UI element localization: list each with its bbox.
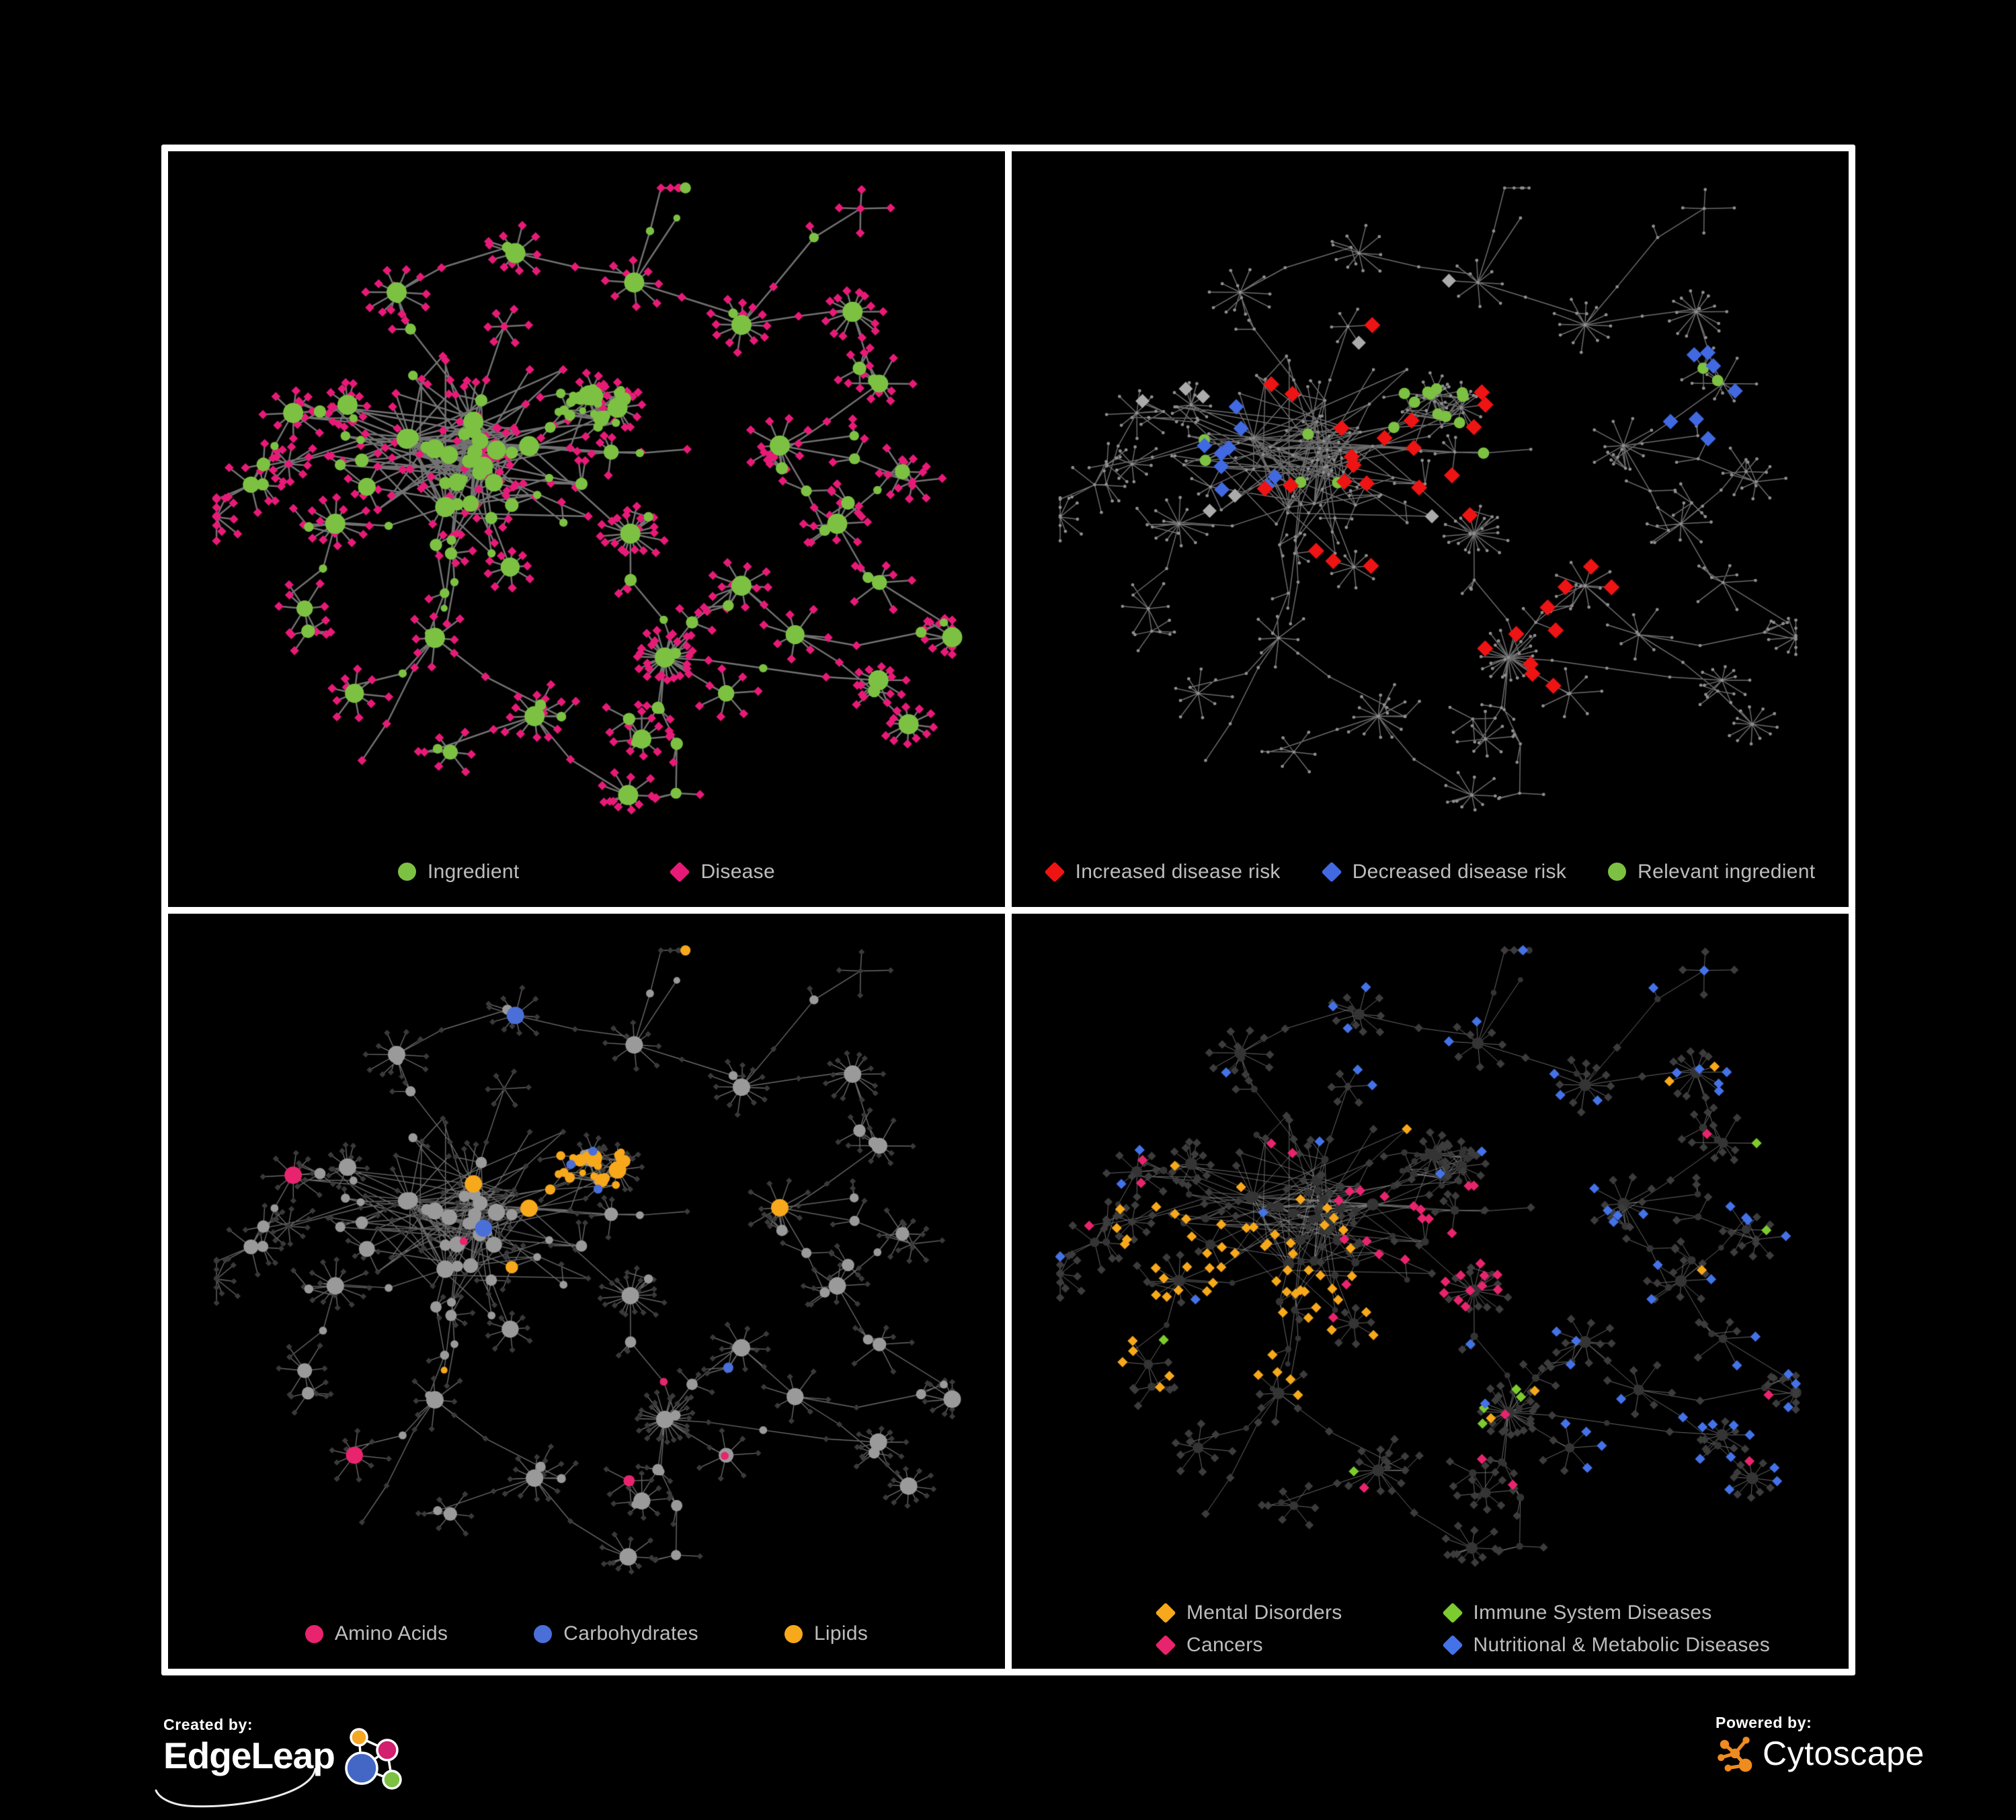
- legend-label-carbohydrates: Carbohydrates: [563, 1622, 698, 1645]
- legend-label-mental-disorders: Mental Disorders: [1186, 1601, 1342, 1624]
- legend-label-increased-risk: Increased disease risk: [1075, 860, 1281, 883]
- legend-item-carbohydrates: Carbohydrates: [534, 1622, 698, 1645]
- panel-disease-risk: Increased disease risk Decreased disease…: [1012, 151, 1849, 907]
- legend-label-disease: Disease: [700, 860, 775, 883]
- network-canvas-disease-classes: [1012, 913, 1849, 1589]
- legend-item-nutritional-metabolic: Nutritional & Metabolic Diseases: [1441, 1634, 1770, 1657]
- cancers-diamond-icon: [1155, 1634, 1176, 1656]
- nutritional-metabolic-diamond-icon: [1441, 1634, 1463, 1656]
- powered-by-label: Powered by:: [1716, 1714, 1812, 1731]
- figure-frame: Ingredient Disease Increased disease ris…: [161, 145, 1855, 1675]
- legend-label-decreased-risk: Decreased disease risk: [1352, 860, 1567, 883]
- disease-diamond-icon: [669, 861, 691, 883]
- legend-label-immune-diseases: Immune System Diseases: [1473, 1601, 1712, 1624]
- decreased-risk-diamond-icon: [1321, 861, 1342, 883]
- legend-label-relevant-ingredient: Relevant ingredient: [1638, 860, 1816, 883]
- ingredient-circle-icon: [398, 863, 417, 881]
- legend-label-lipids: Lipids: [813, 1622, 869, 1645]
- panel-ingredient-disease: Ingredient Disease: [168, 151, 1005, 907]
- mental-disorders-diamond-icon: [1155, 1602, 1176, 1624]
- cytoscape-wordmark: Cytoscape: [1763, 1735, 1925, 1772]
- legend-item-relevant-ingredient: Relevant ingredient: [1608, 861, 1815, 883]
- legend-label-nutritional-metabolic: Nutritional & Metabolic Diseases: [1473, 1634, 1770, 1656]
- cytoscape-brand: Cytoscape: [1716, 1733, 1925, 1774]
- created-by-label: Created by:: [163, 1716, 253, 1733]
- legend-nutrient-classes: Amino Acids Carbohydrates Lipids: [168, 1599, 1005, 1669]
- edgeleap-network-icon: [345, 1728, 402, 1790]
- cytoscape-logo-icon: [1718, 1737, 1752, 1772]
- carbohydrates-circle-icon: [534, 1624, 553, 1643]
- panel-disease-classes: Mental Disorders Immune System Diseases …: [1012, 913, 1849, 1669]
- legend-item-decreased-risk: Decreased disease risk: [1321, 860, 1567, 883]
- edgeleap-brand: EdgeLeap: [155, 1728, 405, 1808]
- amino-acids-circle-icon: [305, 1624, 323, 1643]
- created-by-credit: Created by: EdgeLeap: [155, 1716, 405, 1808]
- increased-risk-diamond-icon: [1044, 861, 1065, 883]
- legend-disease-classes: Mental Disorders Immune System Diseases …: [1012, 1589, 1849, 1669]
- legend-item-cancers: Cancers: [1155, 1634, 1342, 1657]
- immune-diseases-diamond-icon: [1441, 1602, 1463, 1624]
- relevant-ingredient-circle-icon: [1608, 863, 1627, 881]
- legend-item-disease: Disease: [669, 860, 775, 883]
- legend-label-amino-acids: Amino Acids: [334, 1622, 448, 1645]
- legend-ingredient-disease: Ingredient Disease: [168, 837, 1005, 907]
- lipids-circle-icon: [784, 1624, 803, 1643]
- network-canvas-disease-risk: [1012, 151, 1849, 837]
- legend-item-lipids: Lipids: [784, 1622, 868, 1645]
- legend-item-immune-diseases: Immune System Diseases: [1441, 1601, 1770, 1624]
- network-canvas-nutrient-classes: [168, 913, 1005, 1599]
- legend-item-mental-disorders: Mental Disorders: [1155, 1601, 1342, 1624]
- legend-item-ingredient: Ingredient: [398, 861, 519, 883]
- legend-item-increased-risk: Increased disease risk: [1044, 860, 1281, 883]
- powered-by-credit: Powered by: Cytoscape: [1716, 1714, 1925, 1774]
- legend-disease-risk: Increased disease risk Decreased disease…: [1012, 837, 1849, 907]
- legend-item-amino-acids: Amino Acids: [305, 1622, 448, 1645]
- legend-label-ingredient: Ingredient: [428, 860, 520, 883]
- panel-nutrient-classes: Amino Acids Carbohydrates Lipids: [168, 913, 1005, 1669]
- edgeleap-wordmark: EdgeLeap: [163, 1735, 335, 1776]
- legend-label-cancers: Cancers: [1186, 1634, 1263, 1656]
- network-canvas-ingredient-disease: [168, 151, 1005, 837]
